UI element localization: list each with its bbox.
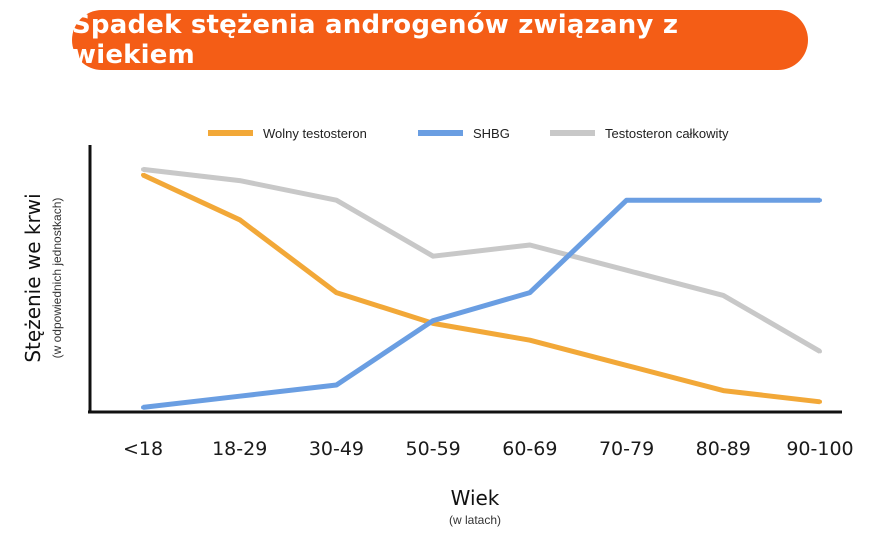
x-tick-label: 80-89 [696,438,751,460]
series-layer [141,166,822,410]
x-tick-label: 50-59 [406,438,461,460]
series-2-point [721,198,726,203]
y-axis-title: Stężenie we krwi [21,193,45,362]
series-line-3 [142,166,822,354]
series-2-point [334,383,339,387]
series-1-point [624,363,629,368]
x-tick-label: 90-100 [786,438,853,460]
x-tick-label: 60-69 [502,438,557,460]
legend-label: Testosteron całkowity [605,126,729,141]
x-tick-label: 70-79 [599,438,654,460]
series-3-point [237,178,242,183]
series-3-point [527,243,532,247]
series-3-point [818,349,822,354]
series-2-point [431,318,436,323]
x-tick-label: <18 [123,438,163,460]
series-2-point [527,290,532,295]
x-tick-labels: <18 18-29 30-49 50-59 60-69 70-79 80-89 90-100 [123,438,854,460]
x-tick-label: 18-29 [212,438,267,460]
series-2-point [624,198,629,203]
series-2-point [141,405,145,410]
series-1-point [141,173,145,177]
series-1-point [527,338,532,343]
series-1-point [334,290,339,295]
y-axis-subtitle: (w odpowiednich jednostkach) [50,198,64,359]
chart-title: Spadek stężenia androgenów związany z wi… [72,10,808,70]
x-axis-subtitle: (w latach) [449,513,501,527]
series-3-point [431,254,436,259]
series-3-point [624,268,629,273]
series-3-point [721,293,726,298]
legend-label: Wolny testosteron [263,126,367,141]
series-2-point [237,394,242,399]
series-1-point [237,217,242,222]
legend: Wolny testosteron SHBG Testosteron całkowi… [208,126,729,141]
series-3-point [141,167,145,172]
series-2-point [818,198,822,203]
x-tick-label: 30-49 [309,438,364,460]
x-axis-title: Wiek [451,486,500,510]
series-line-2 [142,197,820,410]
series-line-1 [141,172,821,405]
series-1-point [721,388,726,393]
series-1-point [818,399,822,404]
series-3-point [334,198,339,203]
legend-label: SHBG [473,126,510,141]
